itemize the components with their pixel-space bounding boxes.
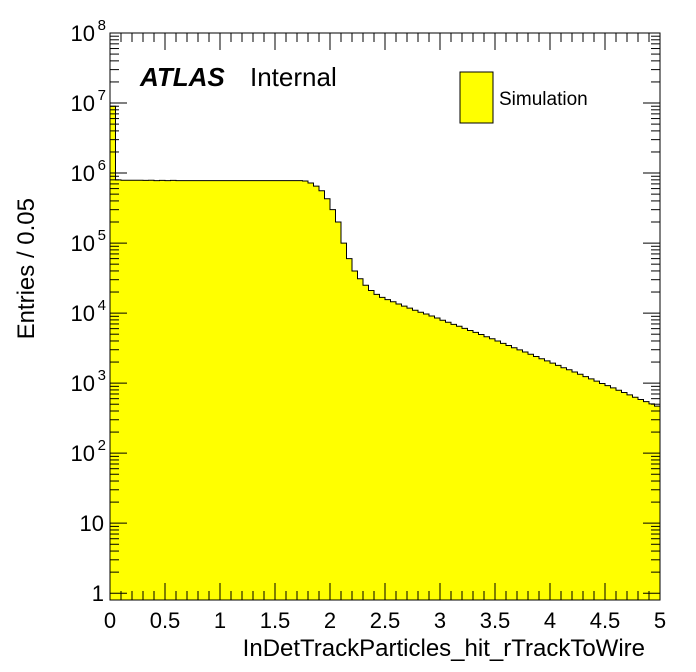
y-tick-exponent: 7 <box>98 87 106 104</box>
y-tick-exponent: 4 <box>98 297 106 314</box>
legend-label: Simulation <box>499 89 588 110</box>
x-tick-label: 0 <box>104 608 116 633</box>
y-tick-label: 10 <box>71 371 95 396</box>
y-tick-label: 10 <box>71 161 95 186</box>
y-tick-label: 10 <box>71 301 95 326</box>
x-tick-label: 1.5 <box>260 608 291 633</box>
x-tick-label: 2.5 <box>370 608 401 633</box>
y-tick-exponent: 6 <box>98 157 106 174</box>
y-tick-label: 10 <box>71 91 95 116</box>
axes <box>109 32 661 601</box>
x-tick-label: 1 <box>214 608 226 633</box>
histogram-line <box>110 105 660 407</box>
y-tick-label: 10 <box>71 231 95 256</box>
histogram-fill <box>110 106 660 600</box>
x-tick-label: 0.5 <box>150 608 181 633</box>
x-axis-title: InDetTrackParticles_hit_rTrackToWire <box>243 635 645 662</box>
y-tick-label: 1 <box>92 581 104 606</box>
x-tick-label: 3 <box>434 608 446 633</box>
y-tick-exponent: 8 <box>98 17 106 34</box>
plot-area <box>110 105 660 600</box>
y-tick-label: 10 <box>80 511 104 536</box>
y-tick-label: 10 <box>71 21 95 46</box>
y-tick-exponent: 2 <box>98 437 106 454</box>
internal-label: Internal <box>250 62 337 92</box>
x-tick-label: 4 <box>544 608 556 633</box>
y-tick-exponent: 3 <box>98 367 106 384</box>
atlas-label: ATLAS <box>139 62 225 92</box>
x-tick-label: 3.5 <box>480 608 511 633</box>
x-tick-label: 5 <box>654 608 666 633</box>
x-tick-labels: 0 0.5 1 1.5 2 2.5 3 3.5 4 4.5 5 <box>104 608 666 633</box>
x-tick-label: 4.5 <box>590 608 621 633</box>
legend-swatch <box>459 71 494 124</box>
x-tick-label: 2 <box>324 608 336 633</box>
y-tick-exponent: 5 <box>98 227 106 244</box>
y-tick-label: 10 <box>71 441 95 466</box>
y-axis-title: Entries / 0.05 <box>13 198 40 339</box>
